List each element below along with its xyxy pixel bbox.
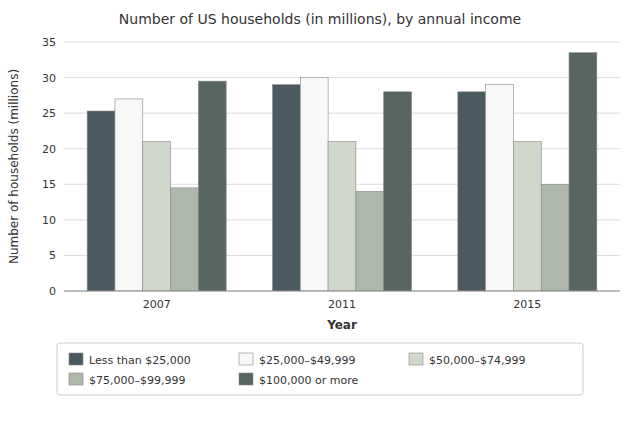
bar [171,188,199,291]
x-axis: 2007 2011 2015 [64,291,620,311]
legend-label: $75,000–$99,999 [89,374,185,387]
bar [198,81,226,291]
legend-label: $100,000 or more [259,374,358,387]
title: Number of US households (in millions), b… [119,11,521,27]
y-axis-label: Number of households (millions) [7,69,21,264]
legend-label: $25,000–$49,999 [259,354,355,367]
grid-line [64,42,620,43]
x-tick-label: 2011 [328,298,356,311]
legend-frame [57,343,583,395]
y-tick-label: 35 [42,36,56,49]
legend-label: $50,000–$74,999 [429,354,525,367]
y-tick-label: 15 [42,178,56,191]
legend-swatch [239,373,253,385]
x-axis-label: Year [326,318,357,332]
y-tick-label: 0 [49,285,56,298]
legend-swatch [239,353,253,365]
bar [328,142,356,291]
bar [115,99,143,291]
legend-swatch [69,373,83,385]
bar [513,142,541,291]
bar [569,53,597,291]
bar [87,111,115,291]
bar [541,184,569,291]
legend-swatch [409,353,423,365]
bar [356,191,384,291]
bar [458,92,486,291]
y-tick-label: 20 [42,143,56,156]
y-tick-label: 25 [42,107,56,120]
y-tick-label: 10 [42,214,56,227]
bar [300,78,328,291]
bars [87,53,597,291]
y-axis: 0 5 10 15 20 25 30 35 [42,36,620,298]
grid-line [64,113,620,114]
bar [486,85,514,291]
chart: Number of US households (in millions), b… [0,0,640,421]
x-axis-line [64,291,620,292]
chart-container: Number of US households (in millions), b… [0,0,640,421]
legend: Less than $25,000 $25,000–$49,999 $50,000–… [57,343,583,395]
x-tick-label: 2007 [143,298,171,311]
x-tick-label: 2015 [513,298,541,311]
grid-line [64,77,620,78]
y-tick-label: 5 [49,249,56,262]
y-tick-label: 30 [42,72,56,85]
legend-swatch [69,353,83,365]
grid-line [64,291,620,292]
bar [384,92,412,291]
bar [273,85,301,291]
bar [143,142,171,291]
legend-label: Less than $25,000 [89,354,191,367]
